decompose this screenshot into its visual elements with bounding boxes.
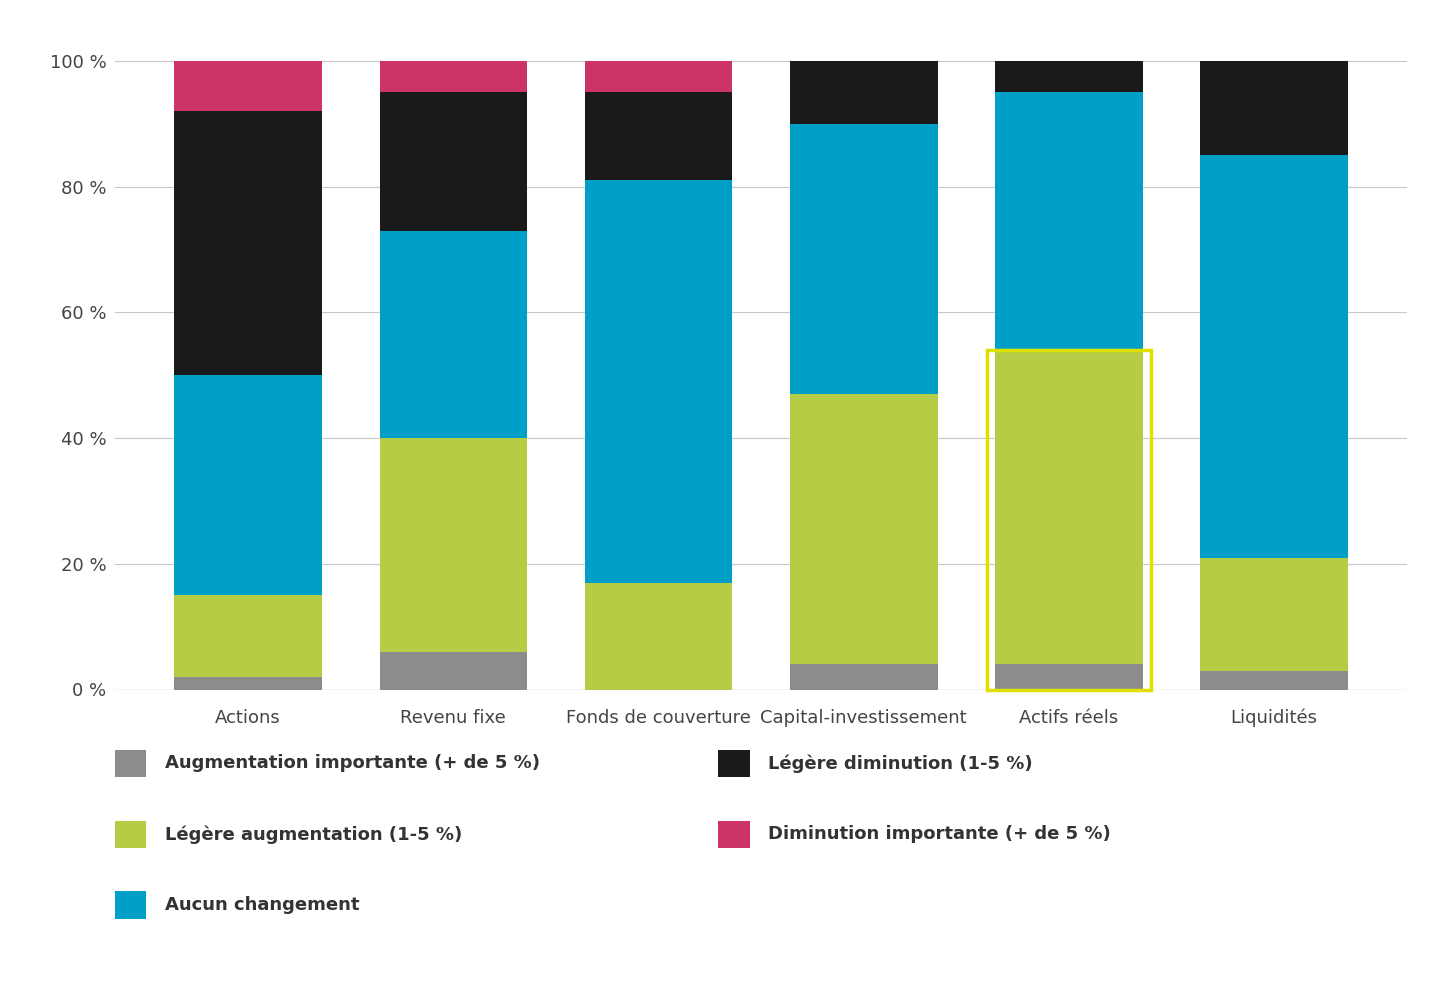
Bar — [584, 180, 732, 583]
Text: Augmentation importante (+ de 5 %): Augmentation importante (+ de 5 %) — [165, 755, 540, 772]
Bar — [379, 61, 527, 93]
Text: Légère diminution (1-5 %): Légère diminution (1-5 %) — [768, 755, 1032, 772]
Bar — [790, 394, 938, 664]
Bar — [379, 230, 527, 438]
Bar — [379, 652, 527, 690]
Bar — [174, 595, 322, 677]
Bar — [584, 583, 732, 690]
Bar — [174, 677, 322, 690]
Bar — [790, 61, 938, 124]
Bar — [379, 93, 527, 230]
Bar — [174, 375, 322, 595]
Bar — [379, 438, 527, 652]
Bar — [1200, 61, 1348, 156]
Text: Aucun changement: Aucun changement — [165, 896, 359, 914]
Bar — [1200, 558, 1348, 671]
Bar — [995, 93, 1143, 350]
Text: Légère augmentation (1-5 %): Légère augmentation (1-5 %) — [165, 825, 462, 843]
Bar — [790, 664, 938, 689]
Bar — [995, 664, 1143, 689]
Bar — [1200, 156, 1348, 558]
Bar — [174, 61, 322, 111]
Bar — [1200, 671, 1348, 690]
Bar — [995, 350, 1143, 664]
Bar — [790, 124, 938, 394]
Bar — [995, 61, 1143, 93]
Bar — [584, 93, 732, 180]
Bar — [987, 350, 1150, 690]
Text: Diminution importante (+ de 5 %): Diminution importante (+ de 5 %) — [768, 825, 1111, 843]
Bar — [174, 111, 322, 375]
Bar — [584, 61, 732, 93]
